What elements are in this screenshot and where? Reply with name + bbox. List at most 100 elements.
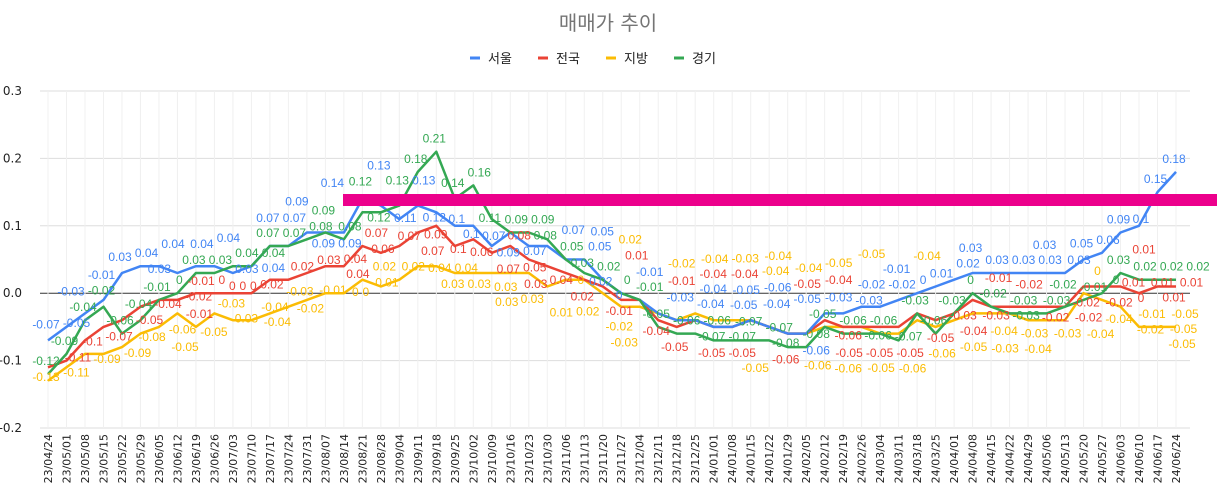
data-label: 0.18	[1162, 152, 1186, 166]
data-label: -0.04	[1024, 342, 1052, 356]
data-label: -0.03	[1043, 293, 1071, 307]
data-label: 0.01	[930, 267, 954, 281]
data-label: 0.13	[412, 174, 436, 188]
data-label: 0.08	[309, 219, 333, 233]
data-label: -0.06	[772, 353, 800, 367]
data-label: 0.07	[256, 226, 280, 240]
x-tick-label: 23/09/11	[412, 434, 425, 483]
data-label: -0.02	[297, 302, 325, 316]
x-tick-label: 24/03/11	[893, 434, 906, 483]
data-label: -0.01	[883, 262, 911, 276]
legend-label: 전국	[556, 52, 580, 67]
data-label: -0.05	[794, 292, 822, 306]
x-tick-label: 24/04/22	[1004, 434, 1017, 483]
data-label: -0.04	[795, 261, 823, 275]
y-axis: 0.3 0.2 0.1 0.0 -0.1 -0.2	[0, 84, 22, 435]
x-tick-label: 23/12/18	[671, 434, 684, 483]
data-label: -0.04	[1105, 312, 1133, 326]
data-label: 0.03	[495, 295, 519, 309]
data-label: -0.1	[82, 335, 103, 349]
x-tick-label: 23/05/15	[97, 434, 110, 483]
x-tick-label: 24/04/01	[948, 434, 961, 483]
data-label: 0.05	[523, 261, 547, 275]
data-label: 0.09	[497, 246, 521, 260]
x-tick-label: 23/08/28	[375, 434, 388, 483]
x-tick-label: 24/02/26	[856, 434, 869, 483]
data-label: -0.02	[1042, 311, 1070, 325]
data-label: -0.08	[772, 336, 800, 350]
data-label: 0.14	[441, 176, 465, 190]
legend-item-3[interactable]: 경기	[674, 52, 716, 67]
data-label: -0.05	[200, 325, 228, 339]
data-label: -0.04	[69, 300, 97, 314]
data-label: 0.1	[463, 227, 480, 241]
data-label: -0.01	[88, 268, 116, 282]
data-label: 0	[250, 279, 257, 293]
series-line-2	[47, 264, 1176, 382]
data-label: 0.04	[235, 246, 259, 260]
data-label: -0.04	[154, 297, 182, 311]
data-label: 0.07	[283, 226, 307, 240]
data-label: -0.02	[888, 278, 916, 292]
x-tick-label: 23/07/17	[264, 434, 277, 483]
x-tick-label: 23/11/20	[597, 434, 610, 483]
data-label: -0.04	[700, 282, 728, 296]
data-label: 0.03	[209, 253, 233, 267]
data-label: 0	[176, 273, 183, 287]
data-label: 0.03	[1012, 253, 1036, 267]
x-tick-label: 23/09/04	[393, 434, 406, 483]
data-label: -0.03	[1010, 293, 1038, 307]
data-label: -0.01	[143, 280, 171, 294]
data-label: 0.06	[470, 245, 494, 259]
data-label: -0.06	[839, 314, 867, 328]
data-label: -0.04	[763, 297, 791, 311]
data-label: 0.03	[524, 277, 548, 291]
data-label: -0.02	[185, 290, 213, 304]
data-label: 0.07	[283, 211, 307, 225]
data-label: -0.06	[835, 362, 863, 376]
data-label: -0.03	[991, 341, 1019, 355]
data-label: 0.07	[497, 262, 521, 276]
data-label: -0.02	[668, 257, 696, 271]
data-label: -0.04	[125, 297, 153, 311]
data-label: -0.01	[319, 283, 347, 297]
data-label: -0.01	[186, 307, 214, 321]
data-label: 0	[920, 273, 927, 287]
data-label: 0.11	[394, 211, 417, 225]
data-label: 0.04	[550, 273, 574, 287]
data-label: -0.06	[106, 314, 134, 328]
data-label: 0.01	[625, 249, 649, 263]
data-label: 0	[363, 285, 370, 299]
data-label: -0.05	[1168, 337, 1196, 351]
data-label: 0.03	[521, 292, 545, 306]
legend-item-1[interactable]: 전국	[538, 52, 580, 67]
x-tick-label: 24/06/24	[1170, 434, 1183, 483]
legend-item-0[interactable]: 서울	[470, 52, 512, 67]
data-label: 0.09	[312, 237, 336, 251]
data-label: -0.02	[858, 278, 886, 292]
data-label: -0.05	[63, 316, 91, 330]
data-label: 0.09	[1107, 213, 1131, 227]
data-label: 0.01	[1122, 276, 1146, 290]
data-label: 0.06	[371, 242, 395, 256]
data-label: -0.04	[697, 297, 725, 311]
x-tick-label: 24/03/04	[874, 434, 887, 483]
data-label: -0.01	[1138, 307, 1166, 321]
data-label: 0.12	[367, 210, 391, 224]
data-label: -0.04	[765, 249, 793, 263]
data-label: -0.05	[794, 277, 822, 291]
data-label: 0.01	[550, 306, 574, 320]
data-label: -0.03	[667, 290, 695, 304]
data-label: 0.03	[1038, 253, 1062, 267]
data-label: -0.02	[88, 284, 116, 298]
legend-item-2[interactable]: 지방	[606, 52, 648, 67]
data-label: 0	[1094, 264, 1101, 278]
data-label: 0.02	[571, 290, 595, 304]
x-tick-label: 24/06/03	[1115, 434, 1128, 483]
data-label: -0.07	[729, 329, 757, 343]
data-label: 0	[577, 273, 584, 287]
data-label: 0.03	[468, 277, 492, 291]
x-tick-label: 23/12/04	[634, 434, 647, 483]
data-label: -0.01	[1080, 280, 1108, 294]
data-label: -0.05	[896, 346, 924, 360]
